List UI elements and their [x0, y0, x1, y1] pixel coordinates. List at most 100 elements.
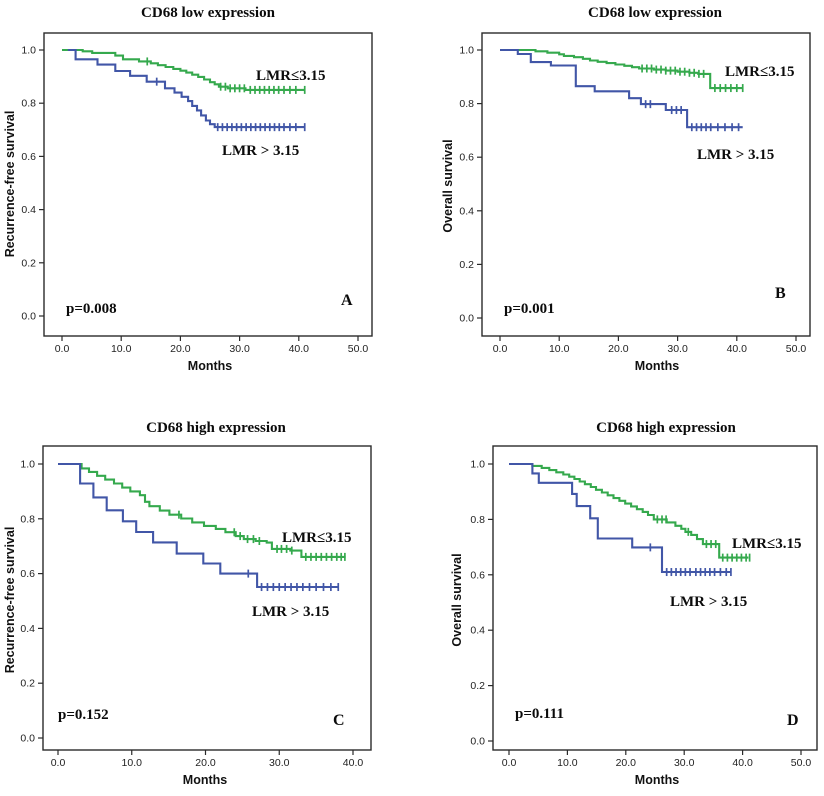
x-tick-label: 50.0 [348, 343, 369, 355]
km-curve-lmr-gt [509, 462, 731, 574]
y-tick-label: 0.6 [459, 152, 474, 164]
x-tick-label: 40.0 [732, 757, 753, 769]
y-axis-title: Recurrence-free survival [3, 111, 17, 258]
x-tick-label: 0.0 [51, 757, 66, 769]
x-tick-label: 20.0 [608, 343, 629, 355]
censor-marks [178, 510, 346, 561]
panel-title: CD68 high expression [596, 420, 736, 436]
panel-A: CD68 low expression Recurrence-free surv… [3, 5, 373, 373]
y-tick-label: 0.4 [470, 625, 485, 637]
x-tick-label: 30.0 [667, 343, 688, 355]
x-tick-label: 20.0 [170, 343, 191, 355]
y-axis-title: Recurrence-free survival [3, 527, 17, 674]
x-tick-label: 10.0 [111, 343, 132, 355]
series-label-lmr-le: LMR≤3.15 [732, 536, 801, 552]
km-curve-lmr-le [58, 462, 346, 558]
panel-D: CD68 high expression Overall survival Mo… [450, 420, 818, 787]
x-axis-title: Months [188, 359, 232, 373]
y-tick-label: 0.6 [20, 568, 35, 580]
y-tick-label: 0.2 [459, 259, 474, 271]
censor-marks [641, 64, 744, 93]
x-tick-label: 20.0 [195, 757, 216, 769]
y-tick-label: 0.8 [470, 514, 485, 526]
series-label-lmr-gt: LMR > 3.15 [252, 604, 329, 620]
censor-marks [649, 543, 732, 577]
y-tick-label: 0.0 [21, 311, 36, 323]
km-curve-lmr-gt [500, 48, 743, 129]
series-label-lmr-le: LMR≤3.15 [282, 530, 351, 546]
panel-letter: D [787, 712, 799, 729]
plot-frame [43, 32, 373, 337]
y-tick-label: 0.2 [21, 257, 36, 269]
censor-marks [644, 100, 740, 132]
panel-C: CD68 high expression Recurrence-free sur… [3, 420, 372, 787]
km-curve-lmr-gt [58, 462, 339, 589]
series-label-lmr-gt: LMR > 3.15 [222, 143, 299, 159]
y-tick-label: 0.2 [20, 678, 35, 690]
panel-title: CD68 low expression [141, 5, 276, 21]
x-tick-label: 40.0 [343, 757, 364, 769]
panel-letter: C [333, 712, 345, 729]
plot-area: 0.0 0.2 0.4 0.6 0.8 1.0 0.0 10.0 20.0 30.0 40.0 50.… [459, 32, 811, 355]
y-tick-label: 0.6 [21, 151, 36, 163]
x-axis-title: Months [635, 359, 679, 373]
panel-title: CD68 high expression [146, 420, 286, 436]
km-curve-lmr-le [500, 48, 743, 90]
plot-frame [492, 445, 818, 751]
y-tick-label: 0.6 [470, 569, 485, 581]
panel-letter: A [341, 292, 353, 309]
censor-marks [146, 57, 306, 94]
y-tick-label: 0.0 [20, 733, 35, 745]
y-axis-title: Overall survival [441, 139, 455, 232]
y-tick-label: 0.4 [21, 204, 36, 216]
x-tick-label: 50.0 [786, 343, 807, 355]
plot-frame [481, 32, 811, 337]
x-tick-label: 40.0 [727, 343, 748, 355]
plot-area: 0.0 0.2 0.4 0.6 0.8 1.0 0.0 10.0 20.0 30.0 40.0 [20, 445, 372, 769]
km-curve-lmr-gt [67, 48, 305, 129]
x-tick-label: 50.0 [791, 757, 812, 769]
series-label-lmr-le: LMR≤3.15 [725, 64, 794, 80]
x-tick-label: 0.0 [493, 343, 508, 355]
x-tick-label: 10.0 [557, 757, 578, 769]
p-value: p=0.001 [504, 301, 555, 317]
y-tick-label: 0.2 [470, 680, 485, 692]
plot-area: 0.0 0.2 0.4 0.6 0.8 1.0 0.0 10.0 20.0 30.0 40.0 50.… [470, 445, 818, 769]
panel-letter: B [775, 285, 786, 302]
y-tick-label: 1.0 [21, 45, 36, 57]
km-curve-lmr-le [509, 462, 749, 559]
panel-B: CD68 low expression Overall survival Mon… [441, 5, 811, 373]
series-label-lmr-le: LMR≤3.15 [256, 68, 325, 84]
p-value: p=0.152 [58, 707, 109, 723]
y-tick-label: 1.0 [20, 459, 35, 471]
censor-marks [155, 77, 306, 132]
p-value: p=0.111 [515, 706, 564, 722]
x-tick-label: 20.0 [616, 757, 637, 769]
km-curve-lmr-le [62, 48, 305, 91]
series-label-lmr-gt: LMR > 3.15 [670, 594, 747, 610]
x-tick-label: 10.0 [549, 343, 570, 355]
series-label-lmr-gt: LMR > 3.15 [697, 147, 774, 163]
x-tick-label: 30.0 [269, 757, 290, 769]
plot-frame [42, 445, 372, 751]
x-tick-label: 0.0 [55, 343, 70, 355]
x-tick-label: 10.0 [122, 757, 143, 769]
x-axis-title: Months [635, 773, 679, 787]
y-tick-label: 0.4 [20, 623, 35, 635]
plot-area: 0.0 0.2 0.4 0.6 0.8 1.0 0.0 10.0 20.0 30.0 40.0 50.… [21, 32, 373, 355]
x-tick-label: 30.0 [674, 757, 695, 769]
y-tick-label: 0.0 [459, 313, 474, 325]
y-tick-label: 0.4 [459, 205, 474, 217]
y-tick-label: 0.8 [459, 98, 474, 110]
panel-title: CD68 low expression [588, 5, 723, 21]
censor-marks [247, 569, 340, 592]
y-axis-title: Overall survival [450, 553, 464, 646]
x-axis-title: Months [183, 773, 227, 787]
y-tick-label: 0.0 [470, 736, 485, 748]
x-tick-label: 40.0 [289, 343, 310, 355]
y-tick-label: 0.8 [21, 98, 36, 110]
x-tick-label: 30.0 [229, 343, 250, 355]
y-tick-label: 1.0 [470, 459, 485, 471]
p-value: p=0.008 [66, 301, 117, 317]
